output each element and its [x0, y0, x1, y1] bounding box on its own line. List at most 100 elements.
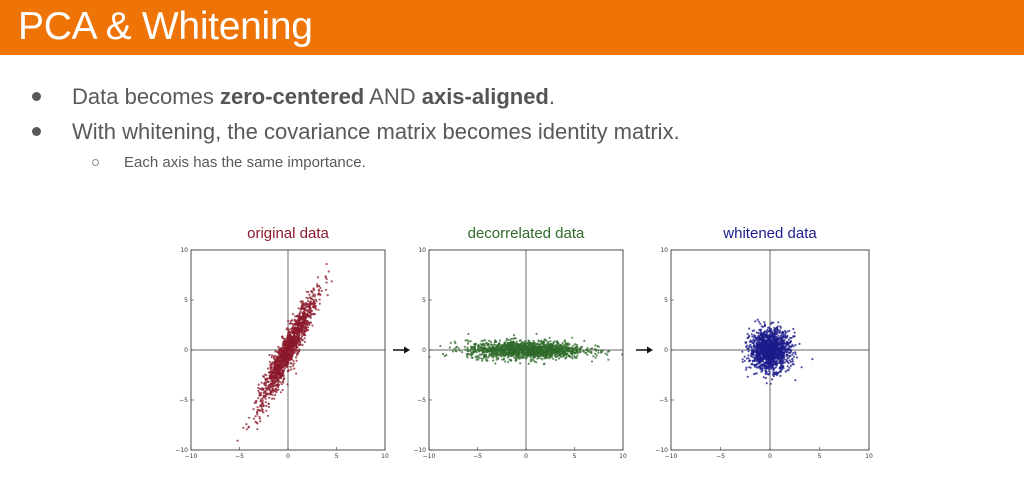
- data-point: [277, 357, 280, 360]
- data-point: [282, 337, 285, 340]
- data-point: [298, 340, 301, 343]
- data-point: [465, 353, 468, 356]
- data-point: [515, 358, 518, 361]
- data-point: [297, 350, 300, 353]
- data-point: [555, 345, 558, 348]
- data-point: [327, 270, 330, 273]
- data-point: [280, 356, 283, 359]
- data-point: [298, 348, 301, 351]
- data-point: [764, 369, 767, 372]
- data-point: [767, 361, 770, 364]
- data-point: [782, 367, 785, 370]
- data-point: [504, 341, 507, 344]
- data-point: [245, 428, 248, 431]
- data-point: [786, 354, 789, 357]
- data-point: [595, 349, 598, 352]
- data-point: [299, 343, 302, 346]
- data-point: [284, 364, 288, 367]
- data-point: [766, 355, 769, 358]
- data-point: [267, 405, 270, 408]
- slide-title: PCA & Whitening: [18, 5, 313, 48]
- data-point: [499, 353, 502, 356]
- data-point: [466, 346, 469, 349]
- data-point: [542, 353, 545, 357]
- data-point: [768, 364, 771, 368]
- data-point: [553, 349, 556, 352]
- data-point: [752, 345, 755, 348]
- data-point: [490, 355, 493, 358]
- data-point: [290, 357, 293, 360]
- data-point: [513, 357, 516, 360]
- data-point: [494, 355, 498, 358]
- data-point: [763, 354, 766, 357]
- data-point: [316, 285, 319, 288]
- data-point: [542, 363, 546, 366]
- data-point: [464, 348, 467, 351]
- data-point: [325, 277, 328, 280]
- data-point: [791, 360, 794, 363]
- data-point: [314, 298, 318, 301]
- data-point: [743, 355, 746, 358]
- data-point: [752, 348, 755, 351]
- data-point: [485, 341, 488, 344]
- data-point: [760, 332, 763, 335]
- data-point: [260, 405, 263, 408]
- data-point: [264, 390, 267, 393]
- data-point: [290, 345, 293, 348]
- data-point: [554, 358, 558, 362]
- data-point: [781, 338, 784, 342]
- bullet-dot-icon: [32, 91, 41, 101]
- data-point: [283, 367, 286, 370]
- data-point: [753, 357, 756, 360]
- bullet-1-axis-aligned: axis-aligned: [421, 84, 549, 109]
- data-point: [525, 347, 528, 350]
- data-point: [308, 309, 311, 313]
- data-point: [305, 296, 308, 299]
- data-point: [493, 339, 497, 342]
- data-point: [271, 368, 274, 371]
- data-point: [532, 356, 536, 359]
- data-point: [762, 350, 765, 353]
- data-point: [789, 360, 792, 363]
- data-point: [302, 325, 305, 328]
- data-point: [607, 358, 610, 361]
- data-point: [296, 354, 299, 357]
- data-point: [760, 325, 763, 328]
- data-point: [467, 332, 470, 336]
- data-point: [755, 336, 758, 339]
- data-point: [507, 361, 510, 364]
- data-point: [527, 362, 530, 365]
- data-point: [290, 362, 293, 365]
- data-point: [292, 364, 295, 367]
- data-point: [484, 339, 487, 342]
- data-point: [562, 354, 566, 357]
- data-point: [286, 370, 289, 373]
- data-point: [529, 355, 532, 359]
- data-point: [486, 349, 489, 352]
- data-point: [300, 327, 303, 330]
- data-point: [268, 360, 271, 363]
- data-point: [488, 339, 491, 342]
- x-tick-label: 10: [619, 453, 627, 460]
- data-point: [257, 386, 260, 390]
- data-point: [569, 355, 572, 358]
- data-point: [475, 351, 478, 354]
- data-point: [754, 320, 757, 323]
- data-point: [535, 361, 538, 364]
- data-point: [551, 349, 554, 352]
- data-point: [281, 388, 284, 392]
- data-point: [548, 336, 551, 339]
- data-point: [794, 343, 797, 347]
- data-point: [276, 369, 279, 372]
- data-point: [290, 353, 293, 356]
- data-point: [273, 355, 276, 358]
- data-point: [459, 349, 462, 352]
- data-point: [499, 346, 502, 349]
- data-point: [792, 327, 795, 331]
- data-point: [254, 415, 257, 418]
- data-point: [298, 329, 302, 332]
- data-point: [317, 308, 320, 311]
- data-point: [270, 363, 273, 366]
